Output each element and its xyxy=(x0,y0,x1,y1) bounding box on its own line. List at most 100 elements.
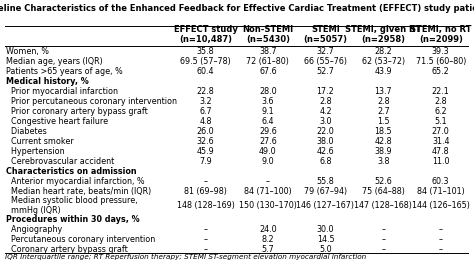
Text: 3.2: 3.2 xyxy=(200,97,212,106)
Text: 60.4: 60.4 xyxy=(197,67,214,76)
Text: 3.6: 3.6 xyxy=(262,97,274,106)
Text: –: – xyxy=(266,177,270,186)
Text: Median heart rate, beats/min (IQR): Median heart rate, beats/min (IQR) xyxy=(6,187,151,196)
Text: 38.9: 38.9 xyxy=(374,147,392,156)
Text: 52.6: 52.6 xyxy=(374,177,392,186)
Text: Prior coronary artery bypass graft: Prior coronary artery bypass graft xyxy=(6,107,148,116)
Text: –: – xyxy=(204,245,208,254)
Text: 81 (69–98): 81 (69–98) xyxy=(184,187,227,196)
Text: Prior percutaneous coronary intervention: Prior percutaneous coronary intervention xyxy=(6,97,177,106)
Text: STEMI
(n=5057): STEMI (n=5057) xyxy=(303,25,347,44)
Text: 55.8: 55.8 xyxy=(317,177,334,186)
Text: 31.4: 31.4 xyxy=(432,137,449,146)
Text: 69.5 (57–78): 69.5 (57–78) xyxy=(180,57,231,66)
Text: 8.2: 8.2 xyxy=(262,235,274,244)
Text: 22.8: 22.8 xyxy=(197,87,215,96)
Text: STEMI, given RT
(n=2958): STEMI, given RT (n=2958) xyxy=(346,25,421,44)
Text: 35.8: 35.8 xyxy=(197,47,214,56)
Text: 84 (71–101): 84 (71–101) xyxy=(417,187,465,196)
Text: –: – xyxy=(204,235,208,244)
Text: Baseline Characteristics of the Enhanced Feedback for Effective Cardiac Treatmen: Baseline Characteristics of the Enhanced… xyxy=(0,4,474,13)
Text: 2.8: 2.8 xyxy=(319,97,332,106)
Text: 147 (128–168): 147 (128–168) xyxy=(355,201,412,210)
Text: Medical history, %: Medical history, % xyxy=(6,77,89,86)
Text: –: – xyxy=(381,235,385,244)
Text: 28.0: 28.0 xyxy=(259,87,277,96)
Text: EFFECT study
(n=10,487): EFFECT study (n=10,487) xyxy=(173,25,237,44)
Text: –: – xyxy=(204,177,208,186)
Text: 22.1: 22.1 xyxy=(432,87,449,96)
Text: 144 (126–165): 144 (126–165) xyxy=(412,201,470,210)
Text: Anterior myocardial infarction, %: Anterior myocardial infarction, % xyxy=(6,177,145,186)
Text: 6.4: 6.4 xyxy=(262,117,274,126)
Text: 7.9: 7.9 xyxy=(199,157,212,166)
Text: 9.1: 9.1 xyxy=(262,107,274,116)
Text: 2.8: 2.8 xyxy=(377,97,390,106)
Text: 2.8: 2.8 xyxy=(434,97,447,106)
Text: 4.2: 4.2 xyxy=(319,107,332,116)
Text: Percutaneous coronary intervention: Percutaneous coronary intervention xyxy=(6,235,155,244)
Text: 49.0: 49.0 xyxy=(259,147,277,156)
Text: 45.9: 45.9 xyxy=(197,147,215,156)
Text: 150 (130–170): 150 (130–170) xyxy=(239,201,297,210)
Text: 28.2: 28.2 xyxy=(374,47,392,56)
Text: 17.2: 17.2 xyxy=(317,87,334,96)
Text: 5.7: 5.7 xyxy=(262,245,274,254)
Text: 67.6: 67.6 xyxy=(259,67,277,76)
Text: 18.5: 18.5 xyxy=(374,127,392,136)
Text: 26.0: 26.0 xyxy=(197,127,214,136)
Text: 66 (55–76): 66 (55–76) xyxy=(304,57,347,66)
Text: 42.6: 42.6 xyxy=(317,147,334,156)
Text: 79 (67–94): 79 (67–94) xyxy=(304,187,347,196)
Text: Procedures within 30 days, %: Procedures within 30 days, % xyxy=(6,215,140,224)
Text: 14.5: 14.5 xyxy=(317,235,334,244)
Text: 13.7: 13.7 xyxy=(374,87,392,96)
Text: 39.3: 39.3 xyxy=(432,47,449,56)
Text: 6.7: 6.7 xyxy=(200,107,212,116)
Text: 9.0: 9.0 xyxy=(262,157,274,166)
Text: Coronary artery bypass graft: Coronary artery bypass graft xyxy=(6,245,128,254)
Text: 30.0: 30.0 xyxy=(317,225,334,234)
Text: 84 (71–100): 84 (71–100) xyxy=(244,187,292,196)
Text: –: – xyxy=(381,245,385,254)
Text: 6.2: 6.2 xyxy=(434,107,447,116)
Text: 5.1: 5.1 xyxy=(434,117,447,126)
Text: Women, %: Women, % xyxy=(6,47,49,56)
Text: Congestive heart failure: Congestive heart failure xyxy=(6,117,108,126)
Text: –: – xyxy=(439,235,443,244)
Text: 72 (61–80): 72 (61–80) xyxy=(246,57,289,66)
Text: Patients >65 years of age, %: Patients >65 years of age, % xyxy=(6,67,123,76)
Text: 38.7: 38.7 xyxy=(259,47,277,56)
Text: IQR Interquartile range; RT Reperfusion therapy; STEMI ST-segment elevation myoc: IQR Interquartile range; RT Reperfusion … xyxy=(5,254,366,260)
Text: 32.6: 32.6 xyxy=(197,137,214,146)
Text: 43.9: 43.9 xyxy=(374,67,392,76)
Text: –: – xyxy=(439,225,443,234)
Text: 5.0: 5.0 xyxy=(319,245,332,254)
Text: 1.5: 1.5 xyxy=(377,117,390,126)
Text: Characteristics on admission: Characteristics on admission xyxy=(6,167,137,176)
Text: 6.8: 6.8 xyxy=(319,157,332,166)
Text: 60.3: 60.3 xyxy=(432,177,449,186)
Text: 24.0: 24.0 xyxy=(259,225,277,234)
Text: 3.8: 3.8 xyxy=(377,157,390,166)
Text: 75 (64–88): 75 (64–88) xyxy=(362,187,405,196)
Text: Median age, years (IQR): Median age, years (IQR) xyxy=(6,57,103,66)
Text: Angiography: Angiography xyxy=(6,225,63,234)
Text: Median systolic blood pressure,
  mmHg (IQR): Median systolic blood pressure, mmHg (IQ… xyxy=(6,196,138,215)
Text: Prior myocardial infarction: Prior myocardial infarction xyxy=(6,87,118,96)
Text: 146 (127–167): 146 (127–167) xyxy=(297,201,355,210)
Text: 65.2: 65.2 xyxy=(432,67,449,76)
Text: 42.8: 42.8 xyxy=(374,137,392,146)
Text: 27.0: 27.0 xyxy=(432,127,449,136)
Text: Non-STEMI
(n=5430): Non-STEMI (n=5430) xyxy=(242,25,293,44)
Text: –: – xyxy=(381,225,385,234)
Text: 3.0: 3.0 xyxy=(319,117,332,126)
Text: 71.5 (60–80): 71.5 (60–80) xyxy=(416,57,466,66)
Text: 47.8: 47.8 xyxy=(432,147,449,156)
Text: 22.0: 22.0 xyxy=(317,127,334,136)
Text: STEMI, no RT
(n=2099): STEMI, no RT (n=2099) xyxy=(410,25,472,44)
Text: –: – xyxy=(204,225,208,234)
Text: –: – xyxy=(439,245,443,254)
Text: Hypertension: Hypertension xyxy=(6,147,65,156)
Text: 29.6: 29.6 xyxy=(259,127,277,136)
